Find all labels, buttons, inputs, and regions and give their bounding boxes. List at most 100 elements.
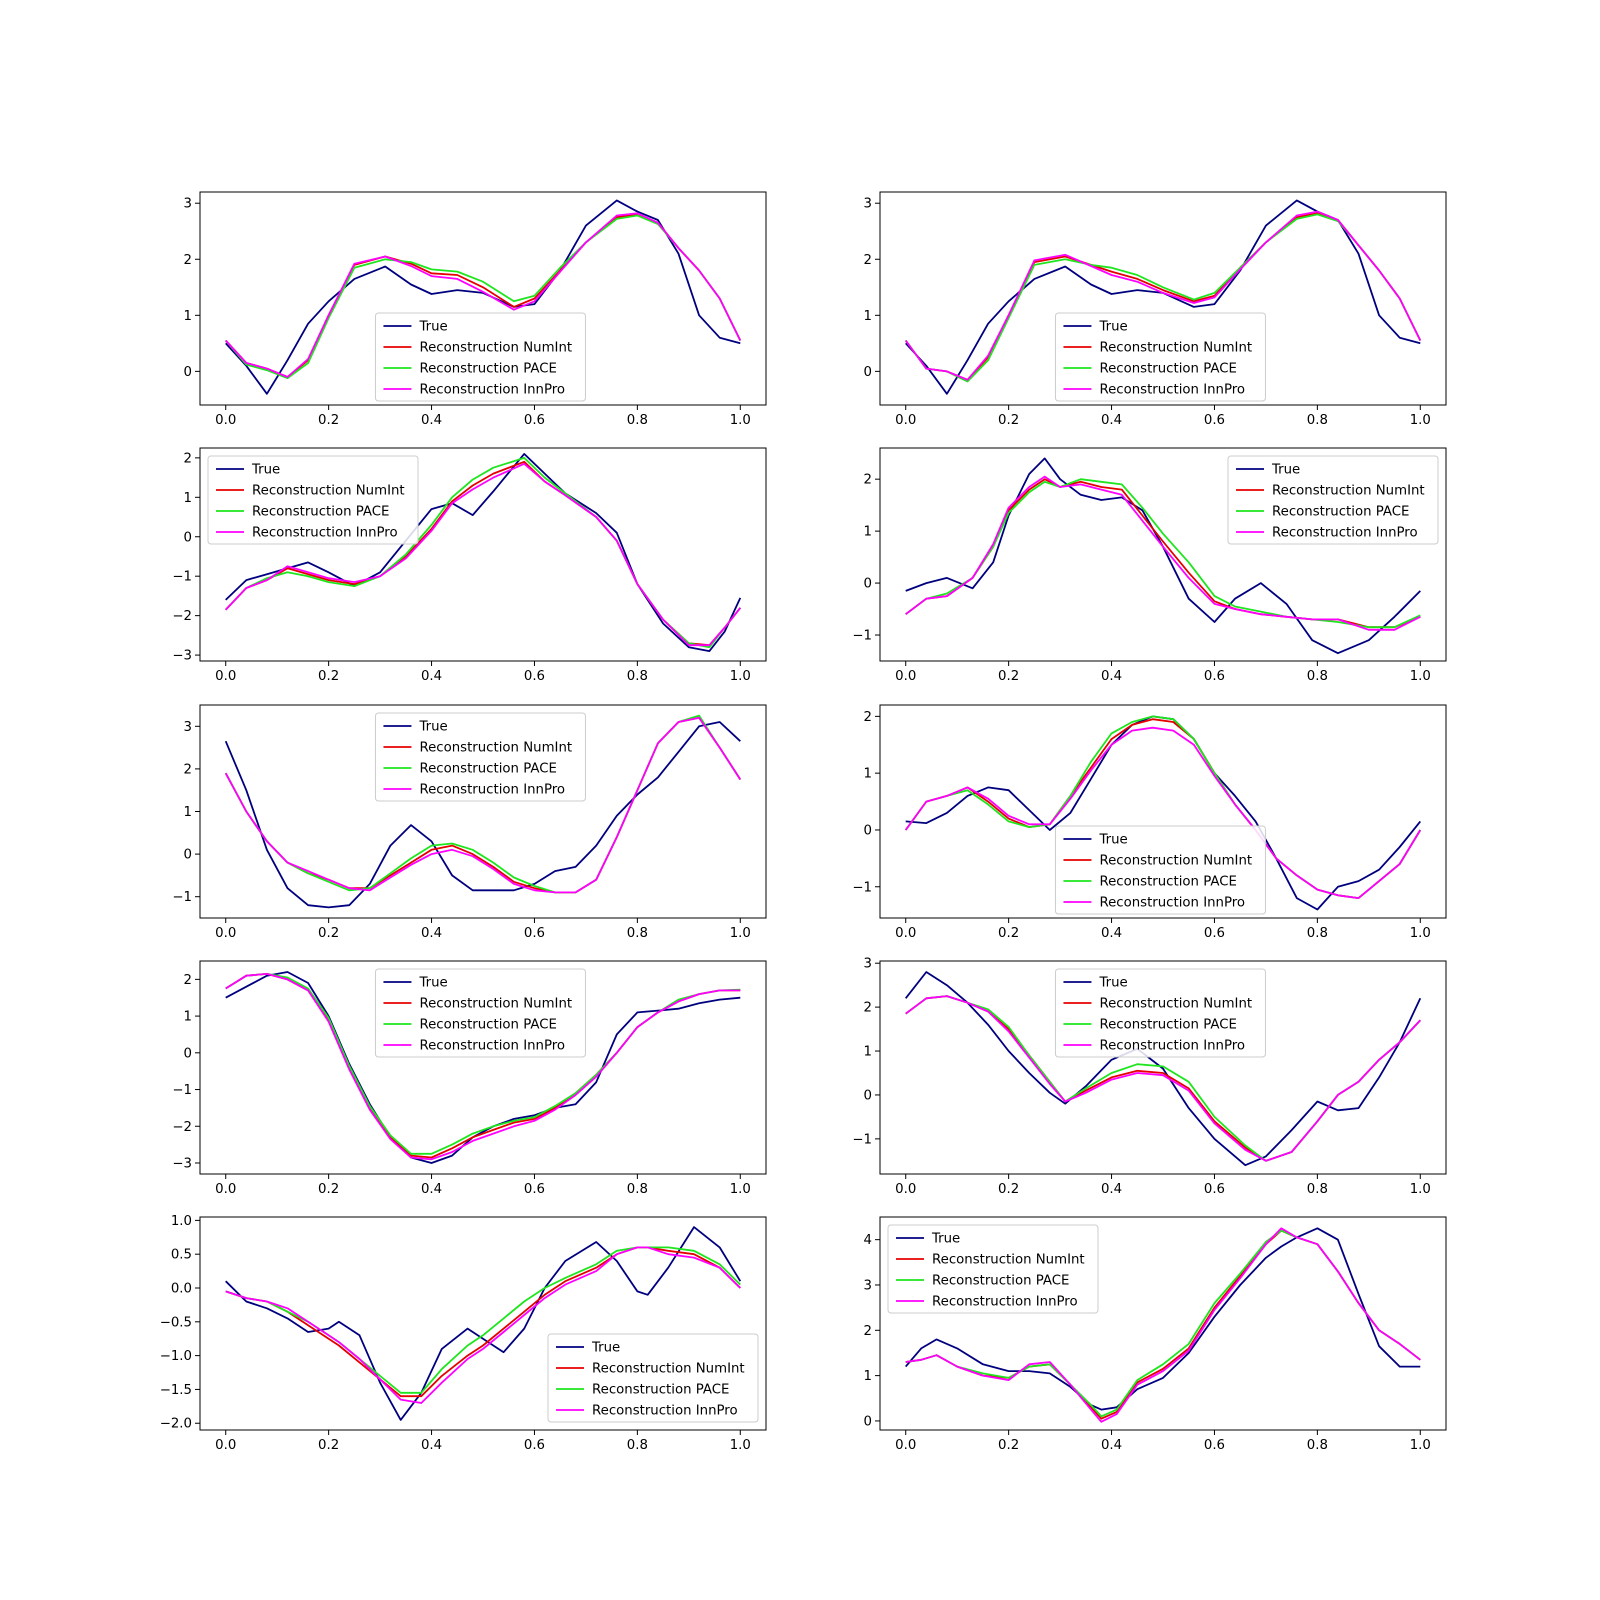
axes-frame — [199, 960, 767, 1175]
x-tick-label: 0.4 — [1101, 1182, 1122, 1197]
x-tick-label: 0.0 — [215, 1182, 236, 1197]
series-line-reconstruction-innpro — [904, 210, 1422, 381]
y-tick-label: 1.0 — [171, 1214, 192, 1229]
series-group — [904, 199, 1422, 395]
x-tick-label: 1.0 — [1410, 1182, 1431, 1197]
x-tick-label: 1.0 — [1410, 926, 1431, 941]
series-group — [905, 1227, 1421, 1423]
y-tick-label: 1 — [184, 805, 192, 820]
series-line-reconstruction-innpro — [225, 973, 741, 1161]
legend-label: Reconstruction NumInt — [419, 341, 572, 356]
legend: True Reconstruction NumInt Reconstruction … — [374, 312, 586, 402]
x-tick-label: 0.0 — [895, 669, 916, 684]
legend-box — [374, 312, 586, 402]
legend-box — [374, 712, 586, 802]
y-tick-label: 1 — [184, 1010, 192, 1025]
x-tick-label: 0.6 — [524, 1438, 545, 1453]
y-tick-label: −1 — [172, 890, 192, 905]
legend-label: Reconstruction InnPro — [592, 1404, 738, 1419]
y-tick-label: 0 — [184, 848, 192, 863]
y-tick-label: −1.0 — [160, 1349, 192, 1364]
y-tick-label: 0.5 — [171, 1248, 192, 1263]
axes-frame — [199, 191, 767, 406]
x-tick-label: 0.0 — [215, 1438, 236, 1453]
legend-label: Reconstruction PACE — [592, 1383, 729, 1398]
x-tick-label: 0.2 — [318, 669, 339, 684]
x-tick-label: 0.4 — [421, 669, 442, 684]
legend-label: Reconstruction NumInt — [932, 1253, 1085, 1268]
series-group — [225, 452, 742, 652]
legend-box — [887, 1224, 1099, 1314]
legend-label: Reconstruction InnPro — [419, 1039, 565, 1054]
y-tick-label: 4 — [864, 1233, 872, 1248]
y-tick-label: 1 — [864, 525, 872, 540]
x-tick-label: 0.8 — [627, 1182, 648, 1197]
series-group — [904, 971, 1422, 1167]
x-tick-label: 0.4 — [1101, 669, 1122, 684]
x-tick-label: 0.6 — [524, 669, 545, 684]
series-line-reconstruction-innpro — [905, 995, 1421, 1162]
series-line-true — [225, 1226, 742, 1421]
legend-box — [374, 968, 586, 1058]
x-tick-label: 0.6 — [1204, 413, 1225, 428]
legend-box — [1054, 968, 1266, 1058]
legend-label: Reconstruction NumInt — [1099, 854, 1252, 869]
legend: True Reconstruction NumInt Reconstruction … — [887, 1224, 1099, 1314]
y-tick-label: −1.5 — [160, 1383, 192, 1398]
series-line-true — [905, 1227, 1421, 1411]
x-tick-label: 0.2 — [998, 926, 1019, 941]
legend: True Reconstruction NumInt Reconstruction … — [374, 712, 586, 802]
legend: True Reconstruction NumInt Reconstruction … — [1054, 968, 1266, 1058]
legend-label: Reconstruction InnPro — [1099, 1039, 1245, 1054]
legend-box — [547, 1333, 759, 1423]
y-tick-label: −1 — [172, 1083, 192, 1098]
y-tick-label: 2 — [184, 253, 192, 268]
y-tick-label: 1 — [864, 1045, 872, 1060]
legend-label: Reconstruction InnPro — [419, 383, 565, 398]
y-tick-label: −2.0 — [160, 1417, 192, 1432]
legend: True Reconstruction NumInt Reconstruction … — [1227, 455, 1439, 545]
legend-label: Reconstruction NumInt — [1272, 484, 1425, 499]
series-group — [225, 199, 742, 395]
x-tick-label: 0.6 — [1204, 1182, 1225, 1197]
axes-frame — [879, 704, 1447, 919]
legend-label: Reconstruction PACE — [252, 505, 389, 520]
y-tick-label: 0 — [864, 823, 872, 838]
legend-label: True — [591, 1341, 620, 1356]
y-tick-label: 1 — [864, 767, 872, 782]
axes-frame — [879, 447, 1447, 662]
legend-box — [1054, 312, 1266, 402]
legend-label: Reconstruction NumInt — [419, 997, 572, 1012]
series-line-reconstruction-innpro — [225, 212, 742, 378]
x-tick-label: 0.2 — [318, 926, 339, 941]
x-tick-label: 0.8 — [1307, 1182, 1328, 1197]
subplot-3: 0.0 0.2 0.4 0.6 0.8 1.0 −3 −2 −1 0 1 2 True Reconstru… — [172, 447, 767, 684]
series-line-true — [224, 721, 741, 909]
legend-label: Reconstruction InnPro — [252, 526, 398, 541]
legend-label: Reconstruction PACE — [932, 1274, 1069, 1289]
y-tick-label: 1 — [184, 491, 192, 506]
x-tick-label: 0.4 — [1101, 1438, 1122, 1453]
x-tick-label: 0.8 — [627, 669, 648, 684]
y-tick-label: 2 — [864, 710, 872, 725]
y-tick-label: 2 — [864, 473, 872, 488]
series-group — [904, 715, 1422, 911]
x-tick-label: 0.2 — [998, 413, 1019, 428]
y-tick-label: 0 — [184, 365, 192, 380]
subplot-10: 0.0 0.2 0.4 0.6 0.8 1.0 0 1 2 3 4 True Reconstructio… — [864, 1216, 1447, 1453]
legend: True Reconstruction NumInt Reconstruction … — [374, 968, 586, 1058]
x-tick-label: 0.6 — [524, 926, 545, 941]
x-tick-label: 0.8 — [1307, 926, 1328, 941]
x-tick-label: 1.0 — [1410, 1438, 1431, 1453]
legend-label: Reconstruction InnPro — [932, 1295, 1078, 1310]
y-tick-label: 0 — [864, 1414, 872, 1429]
x-tick-label: 1.0 — [730, 1438, 751, 1453]
x-tick-label: 1.0 — [1410, 413, 1431, 428]
x-tick-label: 0.6 — [524, 1182, 545, 1197]
x-tick-label: 0.2 — [998, 1182, 1019, 1197]
x-tick-label: 0.2 — [998, 669, 1019, 684]
subplot-1: 0.0 0.2 0.4 0.6 0.8 1.0 0 1 2 3 True Reconstruction… — [184, 191, 767, 428]
series-line-reconstruction-innpro — [904, 726, 1422, 899]
legend-label: Reconstruction PACE — [419, 762, 556, 777]
legend: True Reconstruction NumInt Reconstruction … — [1054, 312, 1266, 402]
